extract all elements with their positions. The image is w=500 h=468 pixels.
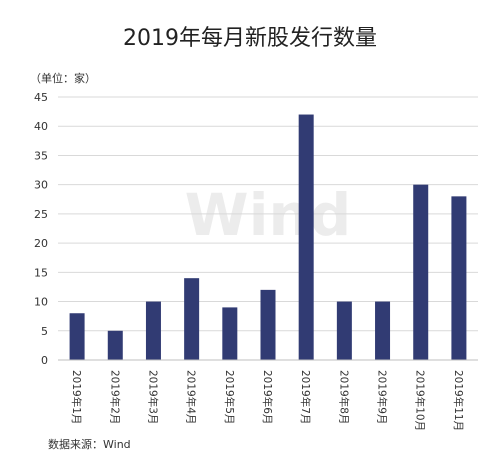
y-tick-label: 10: [34, 296, 48, 309]
bar-6: [260, 289, 276, 360]
y-tick-label: 0: [41, 354, 48, 367]
bar-3: [145, 301, 161, 360]
bar-2: [107, 330, 123, 360]
grid: [58, 96, 478, 332]
y-tick-label: 35: [34, 149, 48, 162]
x-category-label: 2019年1月: [70, 370, 83, 424]
bar-4: [184, 278, 200, 360]
bar-7: [298, 114, 314, 361]
y-axis-ticks: 0 5 10 15 20 25 30 35 40 45: [34, 91, 48, 367]
y-tick-label: 30: [34, 179, 48, 192]
x-category-label: 2019年5月: [223, 370, 236, 424]
x-category-label: 2019年4月: [185, 370, 198, 424]
source-label: 数据来源：Wind: [48, 437, 131, 451]
x-category-label: 2019年6月: [261, 370, 274, 424]
bar-5: [222, 307, 238, 360]
y-tick-label: 5: [41, 325, 48, 338]
x-category-label: 2019年7月: [299, 370, 312, 424]
bars: [69, 114, 467, 361]
bar-1: [69, 313, 85, 360]
y-tick-label: 40: [34, 120, 48, 133]
x-category-label: 2019年9月: [376, 370, 389, 424]
unit-label: （单位：家）: [30, 71, 96, 85]
y-tick-label: 15: [34, 266, 48, 279]
bar-11: [451, 196, 467, 360]
x-category-label: 2019年10月: [414, 370, 427, 431]
y-tick-label: 45: [34, 91, 48, 104]
y-tick-label: 20: [34, 237, 48, 250]
bar-10: [413, 184, 429, 360]
bar-9: [375, 301, 391, 360]
x-category-label: 2019年8月: [337, 370, 350, 424]
x-category-label: 2019年3月: [146, 370, 159, 424]
bar-8: [336, 301, 352, 360]
x-category-label: 2019年2月: [108, 370, 121, 424]
x-category-label: 2019年11月: [452, 370, 465, 431]
watermark: Wind: [185, 181, 352, 249]
y-tick-label: 25: [34, 208, 48, 221]
x-axis-labels: 2019年1月 2019年2月 2019年3月 2019年4月 2019年5月 2019年…: [70, 370, 465, 431]
chart-title: 2019年每月新股发行数量: [123, 26, 377, 51]
